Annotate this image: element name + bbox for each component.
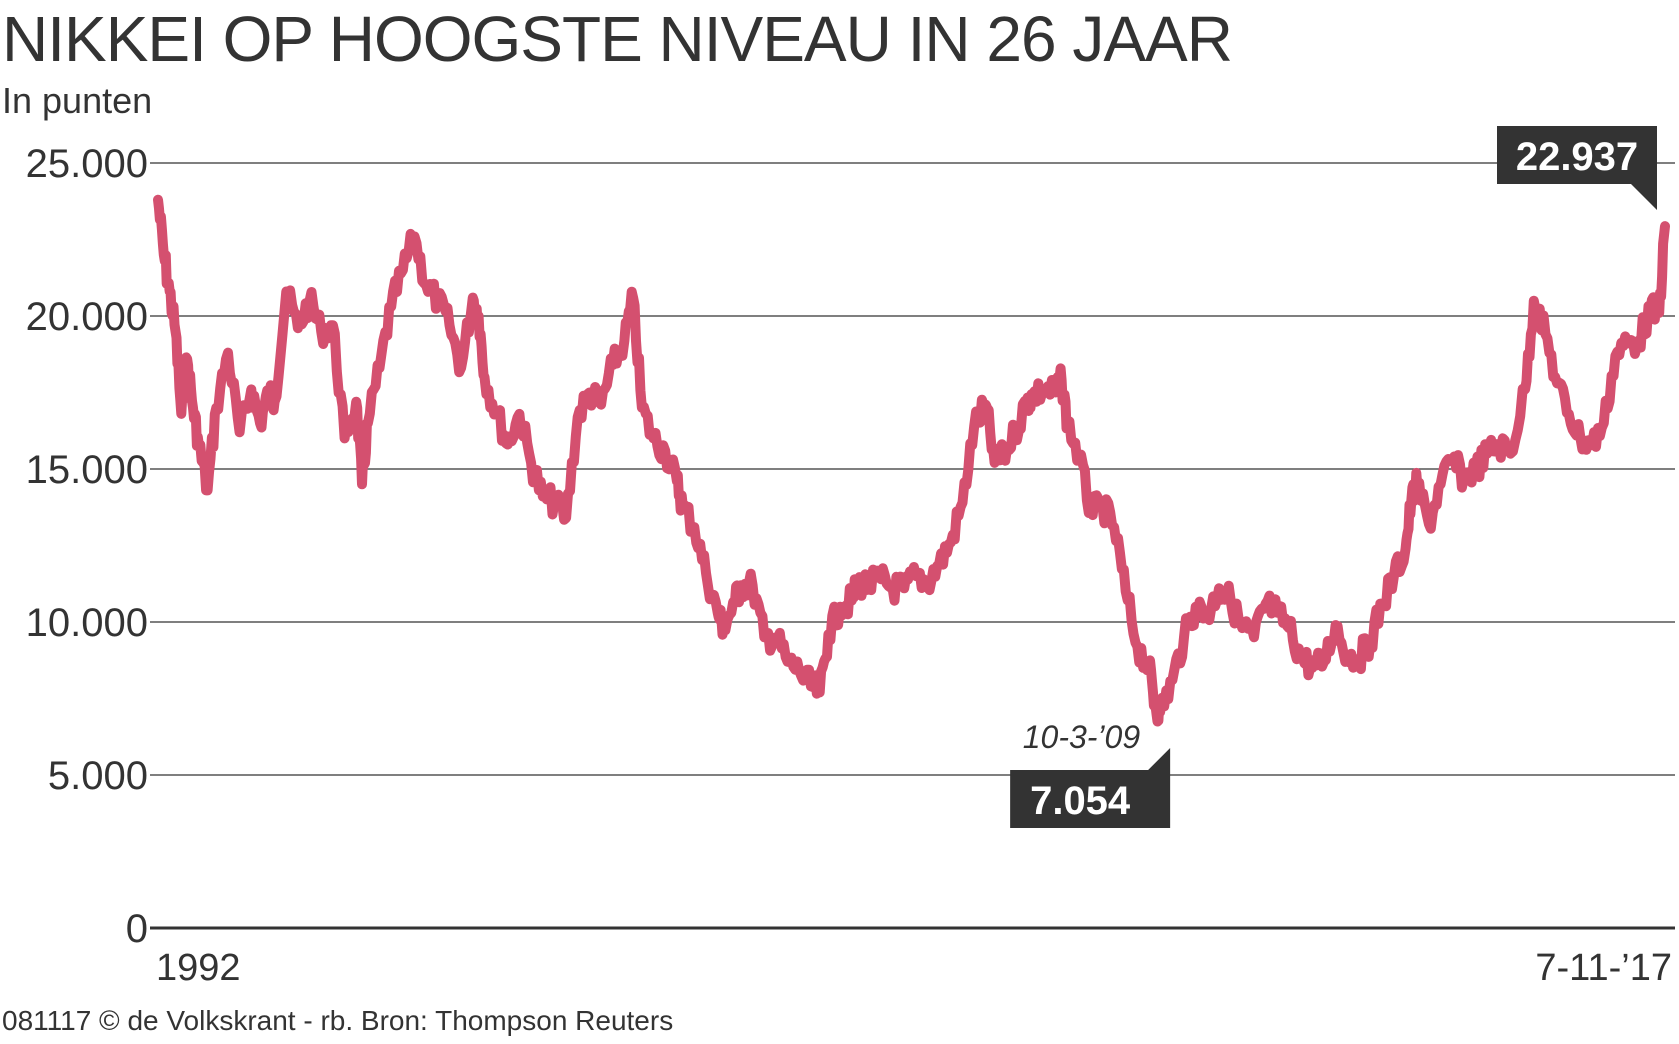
low-annotation-box — [1010, 748, 1171, 828]
x-tick-label: 1992 — [156, 947, 241, 989]
series-line-nikkei — [153, 194, 1670, 727]
annotations: 7.054 10-3-’09 22.937 — [1010, 126, 1657, 828]
y-tick-label: 5.000 — [48, 754, 148, 798]
low-annotation-date: 10-3-’09 — [1023, 719, 1141, 755]
chart-subtitle: In punten — [2, 80, 153, 121]
x-axis-ticks: 1992 7-11-’17 — [156, 947, 1672, 989]
y-tick-label: 15.000 — [26, 448, 148, 492]
low-annotation-value: 7.054 — [1030, 779, 1131, 823]
y-tick-label: 10.000 — [26, 601, 148, 645]
chart-title: NIKKEI OP HOOGSTE NIVEAU IN 26 JAAR — [2, 3, 1233, 75]
high-annotation-box — [1497, 126, 1657, 210]
y-tick-label: 0 — [126, 907, 148, 951]
high-annotation-value: 22.937 — [1516, 135, 1638, 179]
y-tick-label: 25.000 — [26, 142, 148, 186]
y-axis-ticks: 0 5.000 10.000 15.000 20.000 25.000 — [26, 142, 148, 951]
grid-lines — [150, 162, 1675, 930]
source-footer: 081117 © de Volkskrant - rb. Bron: Thomp… — [2, 1005, 674, 1036]
y-tick-label: 20.000 — [26, 295, 148, 339]
x-tick-label: 7-11-’17 — [1535, 947, 1672, 989]
